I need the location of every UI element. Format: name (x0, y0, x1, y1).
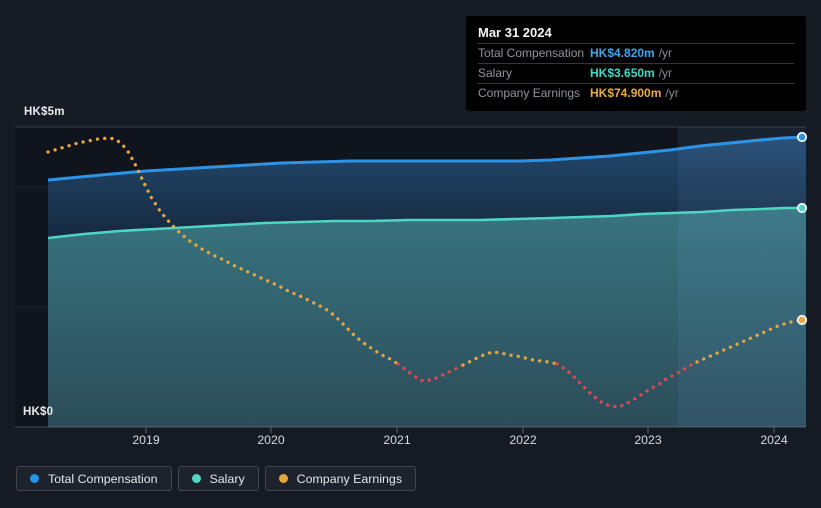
x-axis-label: 2020 (257, 433, 285, 447)
total-compensation-area (48, 137, 806, 238)
company-earnings-line-segment (461, 350, 559, 367)
legend-item-salary[interactable]: Salary (177, 466, 259, 491)
highlight-band (678, 127, 806, 427)
tooltip-value: HK$4.820m (590, 46, 655, 60)
tooltip-date: Mar 31 2024 (478, 25, 552, 40)
x-axis-label: 2024 (760, 433, 788, 447)
x-axis-label: 2022 (509, 433, 537, 447)
legend-dot-total-compensation (30, 474, 39, 483)
y-axis-label-bottom: HK$0 (23, 406, 54, 418)
total-compensation-line (47, 135, 807, 182)
chart-tooltip: Mar 31 2024 Total Compensation HK$4.820m… (466, 16, 806, 111)
company-earnings-line-segment (396, 362, 465, 383)
total-end-marker (796, 131, 808, 143)
legend-dot-company-earnings (278, 474, 288, 483)
tooltip-label: Total Compensation (478, 46, 585, 60)
tooltip-suffix: /yr (658, 66, 673, 80)
company-earnings-line-segment (695, 317, 808, 364)
tooltip-suffix: /yr (658, 46, 673, 60)
legend-item-company-earnings[interactable]: Company Earnings (264, 466, 417, 491)
tooltip-label: Company Earnings (478, 86, 581, 100)
x-axis-label: 2019 (132, 433, 160, 447)
legend-dot-salary (191, 474, 201, 483)
y-axis-label-top: HK$5m (24, 106, 65, 118)
earnings-end-marker (796, 314, 808, 326)
legend-label: Salary (209, 471, 245, 486)
x-axis-label: 2023 (634, 433, 662, 447)
tooltip-value: HK$3.650m (590, 66, 655, 80)
legend-label: Company Earnings (296, 471, 403, 486)
salary-area (48, 208, 806, 427)
chart-legend: Total Compensation Salary Company Earnin… (16, 466, 417, 491)
tooltip-value: HK$74.900m (590, 86, 662, 100)
tooltip-suffix: /yr (665, 86, 679, 100)
salary-end-marker (796, 202, 808, 214)
tooltip-row-company-earnings: Company Earnings HK$74.900m /yr (478, 83, 794, 103)
legend-item-total-compensation[interactable]: Total Compensation (16, 466, 172, 491)
company-earnings-line-segment (555, 360, 699, 409)
salary-line (47, 206, 806, 240)
tooltip-label: Salary (478, 66, 513, 80)
x-axis-label: 2021 (383, 433, 411, 447)
legend-label: Total Compensation (48, 471, 158, 486)
tooltip-row-salary: Salary HK$3.650m /yr (478, 63, 794, 83)
tooltip-row-total-compensation: Total Compensation HK$4.820m /yr (478, 43, 794, 63)
